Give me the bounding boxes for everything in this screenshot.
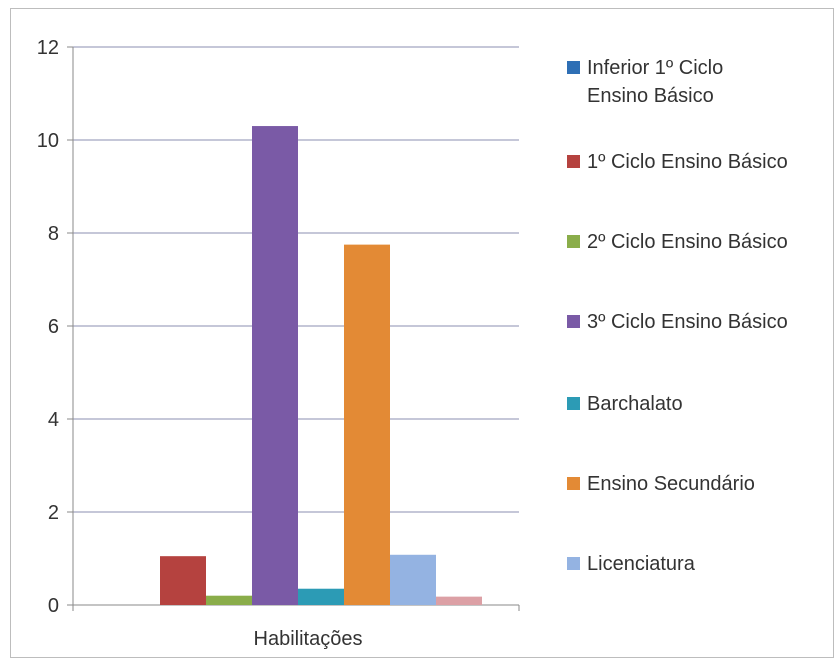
legend-swatch: [567, 315, 580, 328]
chart-frame: 0 2 4 6 8 10 12 Habilitações Inferior 1º Ciclo E…: [10, 8, 834, 658]
bar: [160, 556, 206, 605]
y-tick-label: 8: [48, 223, 59, 245]
legend-swatch: [567, 235, 580, 248]
legend-swatch: [567, 477, 580, 490]
bar: [344, 244, 390, 605]
bar-chart: 0 2 4 6 8 10 12 Habilitações Inferior 1º Ciclo E…: [37, 37, 788, 650]
bar: [390, 554, 436, 605]
y-tick-label: 6: [48, 316, 59, 338]
bar: [436, 596, 482, 605]
y-tick-label: 10: [37, 130, 59, 152]
legend-swatch: [567, 557, 580, 570]
legend-label: Barchalato: [587, 393, 683, 415]
bar: [206, 595, 252, 605]
y-tick-label: 2: [48, 502, 59, 524]
legend-label: 3º Ciclo Ensino Básico: [587, 311, 788, 333]
bar: [252, 126, 298, 606]
bar: [298, 588, 344, 605]
bars: [160, 126, 482, 606]
legend: Inferior 1º Ciclo Ensino Básico 1º Ciclo E…: [567, 57, 788, 575]
y-tick-label: 12: [37, 37, 59, 59]
legend-label: 2º Ciclo Ensino Básico: [587, 231, 788, 253]
x-category-label: Habilitações: [254, 628, 363, 650]
legend-swatch: [567, 61, 580, 74]
legend-label: Ensino Secundário: [587, 473, 755, 495]
y-tick-label: 0: [48, 595, 59, 617]
legend-label: Inferior 1º Ciclo Ensino Básico: [587, 57, 723, 107]
y-tick-label: 4: [48, 409, 59, 431]
legend-swatch: [567, 397, 580, 410]
legend-swatch: [567, 155, 580, 168]
axis-labels: 0 2 4 6 8 10 12 Habilitações: [37, 37, 363, 650]
legend-label: Licenciatura: [587, 553, 696, 575]
legend-label: 1º Ciclo Ensino Básico: [587, 151, 788, 173]
